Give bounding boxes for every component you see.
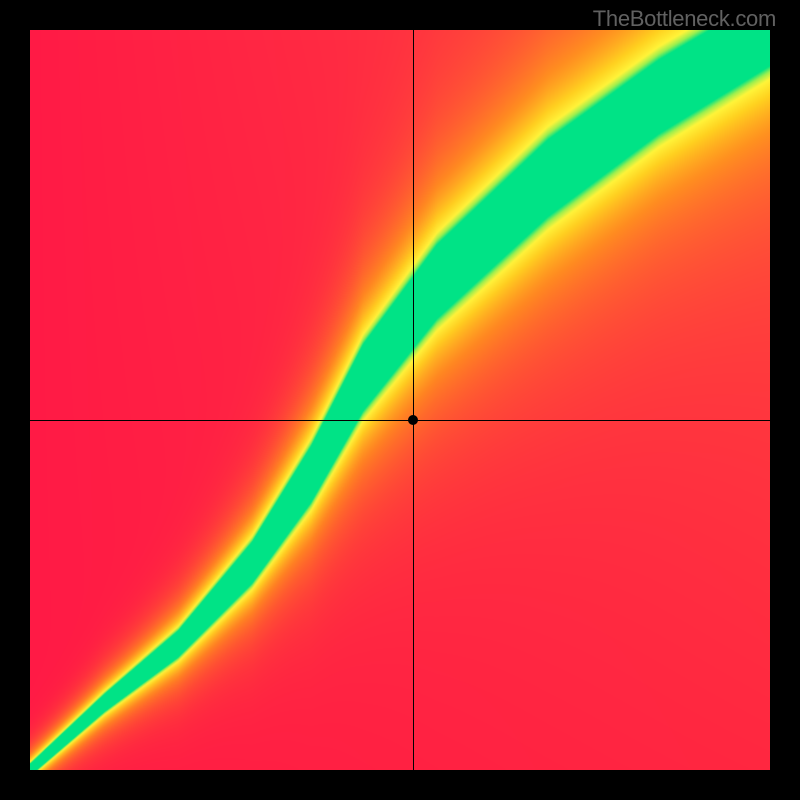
crosshair-vertical [413, 30, 414, 770]
crosshair-horizontal [30, 420, 770, 421]
plot-area [30, 30, 770, 770]
watermark-text: TheBottleneck.com [593, 6, 776, 32]
crosshair-marker [408, 415, 418, 425]
heatmap-canvas [30, 30, 770, 770]
